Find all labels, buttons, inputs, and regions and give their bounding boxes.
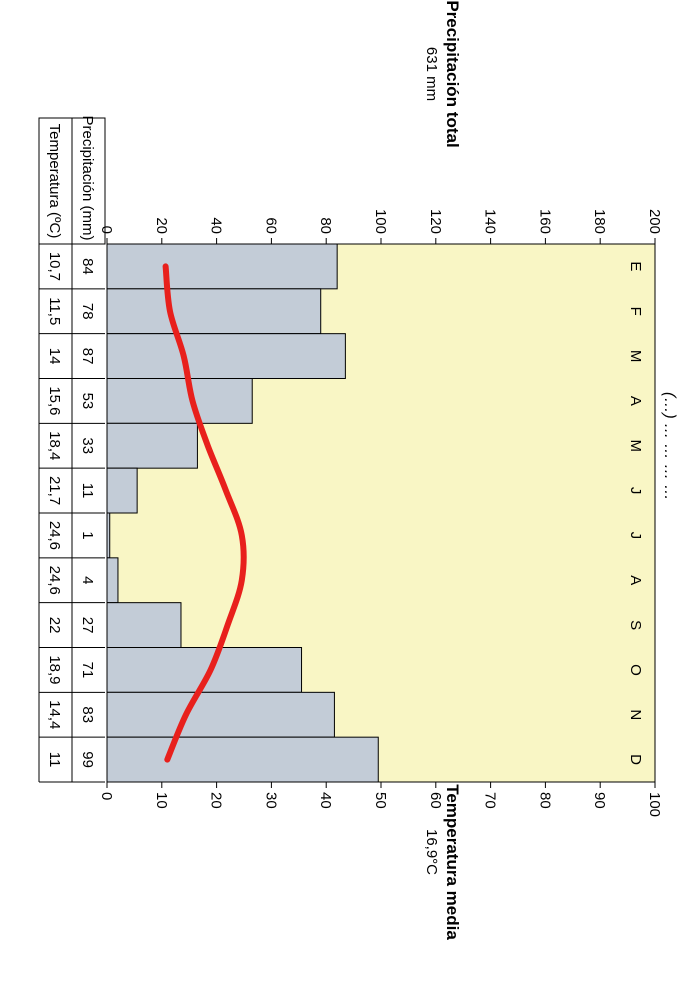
precip-bar bbox=[106, 243, 338, 290]
table-cell-temp: 10,7 bbox=[46, 252, 63, 281]
left-tick-label: 180 bbox=[591, 209, 608, 234]
left-axis-title: Precipitación total bbox=[443, 0, 462, 147]
right-tick-label: 90 bbox=[591, 792, 608, 809]
table-row-label-precip: Precipitación (mm) bbox=[79, 115, 96, 240]
left-tick-label: 140 bbox=[482, 209, 499, 234]
left-tick-label: 0 bbox=[98, 226, 115, 234]
precip-bar bbox=[106, 467, 138, 514]
table-cell-precip: 83 bbox=[79, 706, 96, 723]
table-cell-temp: 18,9 bbox=[46, 655, 63, 684]
table-cell-temp: 11 bbox=[46, 752, 63, 768]
precip-bar bbox=[106, 691, 335, 738]
month-label: N bbox=[627, 709, 644, 720]
month-label: J bbox=[627, 487, 644, 495]
precip-bar bbox=[106, 736, 379, 783]
right-tick-label: 10 bbox=[153, 792, 170, 809]
month-label: M bbox=[627, 350, 644, 363]
table-cell-precip: 99 bbox=[79, 751, 96, 768]
left-tick-label: 200 bbox=[646, 209, 663, 234]
table-cell-precip: 84 bbox=[79, 258, 96, 275]
right-tick-label: 40 bbox=[317, 792, 334, 809]
right-tick-label: 70 bbox=[482, 792, 499, 809]
table-cell-precip: 27 bbox=[79, 617, 96, 634]
month-label: O bbox=[627, 664, 644, 676]
precip-bar bbox=[106, 557, 119, 604]
precip-bar bbox=[106, 378, 253, 424]
left-tick-label: 100 bbox=[372, 209, 389, 234]
month-label: M bbox=[627, 440, 644, 453]
left-tick-label: 120 bbox=[427, 209, 444, 234]
table-cell-precip: 33 bbox=[79, 437, 96, 454]
month-label: F bbox=[627, 307, 644, 316]
right-tick-label: 100 bbox=[646, 792, 663, 817]
partial-title: (…) … … … … bbox=[661, 392, 677, 500]
right-axis-subtitle: 16,9°C bbox=[423, 829, 440, 875]
table-cell-temp: 14 bbox=[46, 348, 63, 365]
month-label: S bbox=[627, 620, 644, 630]
right-tick-label: 60 bbox=[427, 792, 444, 809]
table-cell-precip: 11 bbox=[79, 483, 96, 499]
left-tick-label: 20 bbox=[153, 217, 170, 234]
table-cells: E8410,7F7811,5M8714A5315,6M3318,4J1121,7… bbox=[38, 117, 644, 783]
month-label: A bbox=[627, 575, 644, 585]
right-tick-label: 80 bbox=[536, 792, 553, 809]
temperature-line bbox=[162, 263, 247, 763]
left-tick-label: 160 bbox=[536, 209, 553, 234]
table-cell-temp: 18,4 bbox=[46, 431, 63, 460]
table-cell-temp: 11,5 bbox=[46, 297, 63, 325]
table-cell-precip: 53 bbox=[79, 393, 96, 410]
precip-bar bbox=[106, 512, 111, 559]
right-tick-label: 20 bbox=[208, 792, 225, 809]
table-cell-precip: 71 bbox=[79, 662, 96, 679]
table-cell-temp: 21,7 bbox=[46, 476, 63, 505]
left-axis-subtitle: 631 mm bbox=[423, 47, 440, 101]
table-cell-temp: 15,6 bbox=[46, 386, 63, 415]
month-label: J bbox=[627, 532, 644, 540]
left-axis-ticks: 0 20 40 60 80 100 120 140 160 180 200 bbox=[98, 209, 663, 244]
data-table: Precipitación (mm) Temperatura (ºC) E 84 1… bbox=[38, 115, 644, 783]
table-cell-precip: 87 bbox=[79, 348, 96, 365]
table-cell-temp: 24,6 bbox=[46, 566, 63, 595]
table-cell-precip: 78 bbox=[79, 303, 96, 320]
month-label: D bbox=[627, 754, 644, 765]
table-cell-precip: 1 bbox=[79, 531, 96, 539]
precip-bar bbox=[106, 288, 322, 335]
month-label: A bbox=[627, 396, 644, 406]
table-cell-temp: 14,4 bbox=[46, 700, 63, 729]
month-label: E bbox=[627, 261, 644, 271]
left-tick-label: 80 bbox=[317, 217, 334, 234]
table-cell-precip: 4 bbox=[79, 576, 96, 584]
precip-bar bbox=[106, 422, 198, 469]
right-tick-label: 30 bbox=[262, 792, 279, 809]
right-axis-ticks: 0 10 20 30 40 50 60 70 80 90 100 bbox=[98, 782, 663, 817]
table-cell-temp: 22 bbox=[46, 617, 63, 634]
right-tick-label: 50 bbox=[372, 792, 389, 809]
table-row-label-temp: Temperatura (ºC) bbox=[46, 124, 63, 239]
right-tick-label: 0 bbox=[98, 792, 115, 800]
left-tick-label: 40 bbox=[208, 217, 225, 234]
precip-bar bbox=[106, 602, 182, 649]
precip-bar bbox=[106, 333, 346, 379]
left-tick-label: 60 bbox=[262, 217, 279, 234]
right-axis-title: Temperatura media bbox=[443, 784, 462, 940]
table-cell-temp: 24,6 bbox=[46, 521, 63, 550]
